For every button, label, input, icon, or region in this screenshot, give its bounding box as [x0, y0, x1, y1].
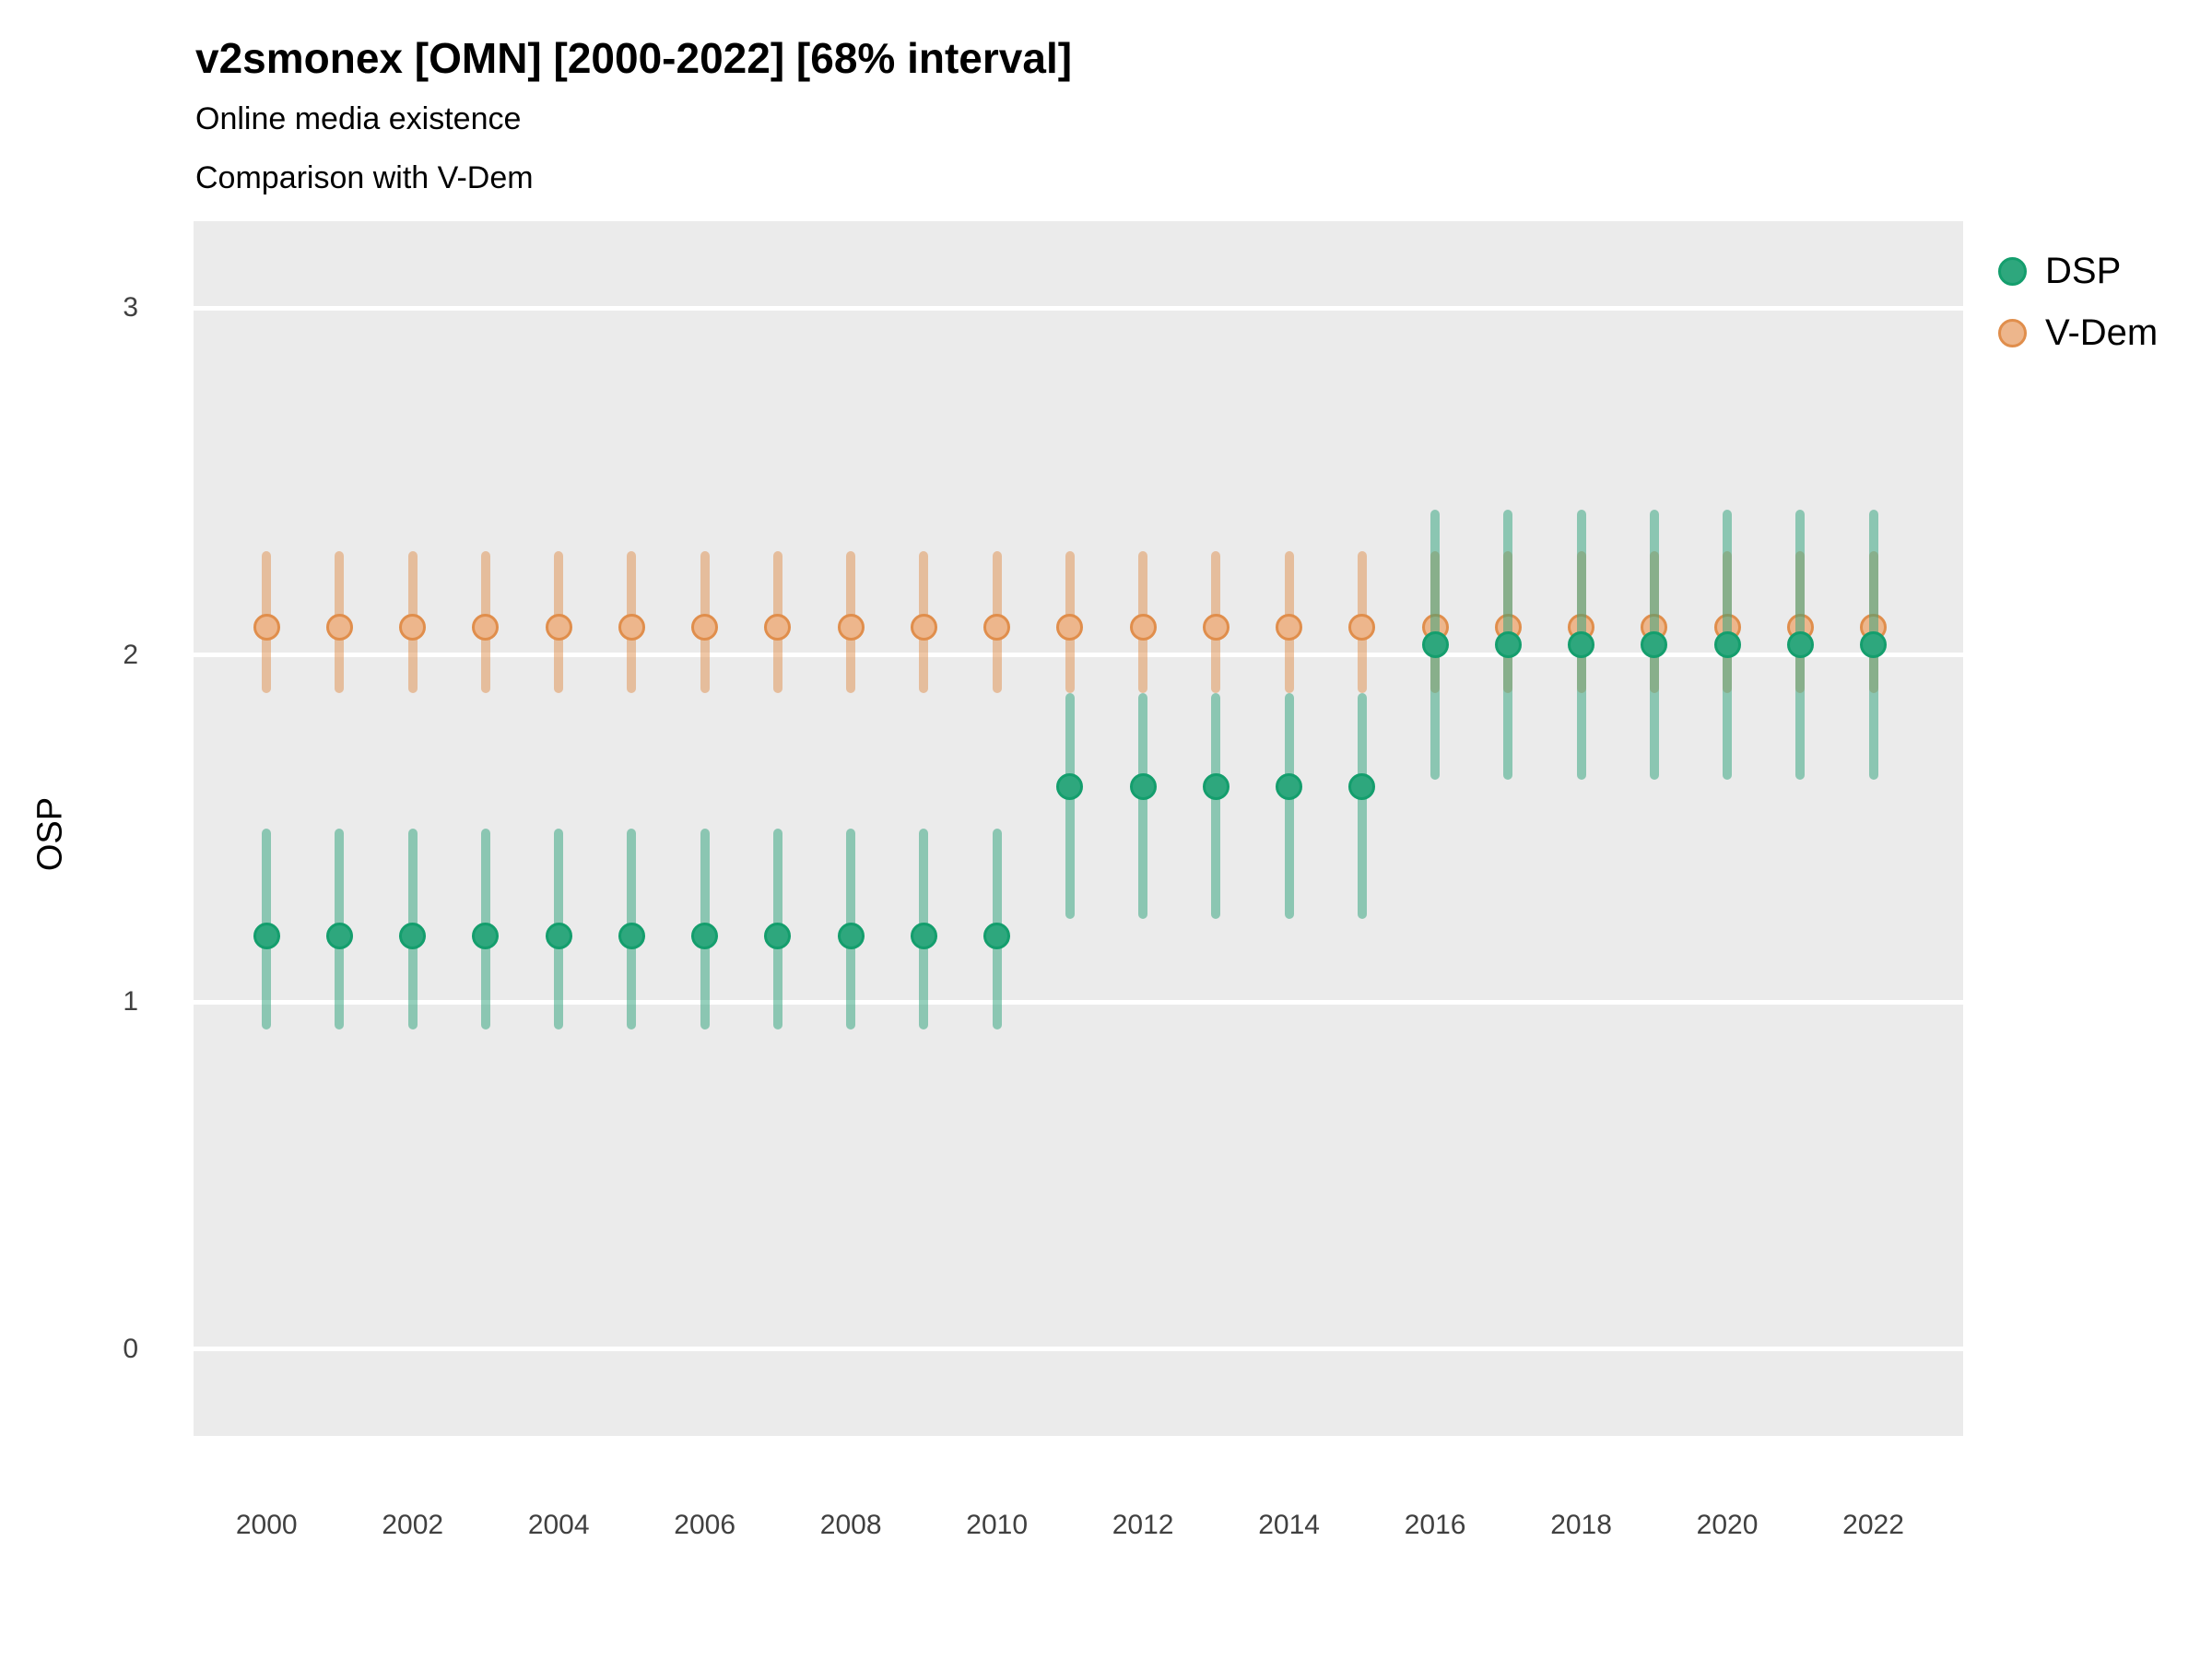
- vdem-point-2005: [618, 614, 645, 641]
- y-tick-label-1: 1: [123, 986, 138, 1018]
- dsp-legend-label: DSP: [2045, 251, 2122, 291]
- gridline-y-0: [194, 1347, 1963, 1352]
- dsp-point-2014: [1276, 773, 1303, 801]
- dsp-point-2006: [691, 923, 719, 950]
- dsp-point-2000: [253, 923, 280, 950]
- dsp-point-2001: [325, 923, 353, 950]
- vdem-point-2001: [325, 614, 353, 641]
- vdem-point-2007: [764, 614, 792, 641]
- dsp-point-2013: [1202, 773, 1230, 801]
- vdem-point-2006: [691, 614, 719, 641]
- dsp-point-2008: [837, 923, 865, 950]
- x-tick-label-2002: 2002: [382, 1510, 444, 1540]
- x-tick-label-2018: 2018: [1550, 1510, 1612, 1540]
- y-axis-title: OSP: [30, 796, 70, 872]
- dsp-point-2002: [399, 923, 427, 950]
- dsp-range-2013: [1211, 693, 1221, 919]
- vdem-point-2011: [1056, 614, 1084, 641]
- dsp-point-2011: [1056, 773, 1084, 801]
- dsp-point-2018: [1568, 630, 1595, 658]
- dsp-point-2021: [1786, 630, 1814, 658]
- x-tick-label-2020: 2020: [1696, 1510, 1759, 1540]
- dsp-point-2003: [472, 923, 500, 950]
- dsp-range-2011: [1065, 693, 1075, 919]
- x-tick-label-2022: 2022: [1842, 1510, 1904, 1540]
- gridline-y-2: [194, 653, 1963, 658]
- plot-panel: [194, 221, 1963, 1436]
- gridline-y-1: [194, 999, 1963, 1005]
- vdem-point-2008: [837, 614, 865, 641]
- vdem-point-2012: [1129, 614, 1157, 641]
- x-tick-label-2010: 2010: [966, 1510, 1029, 1540]
- dsp-point-2009: [910, 923, 937, 950]
- dsp-point-2016: [1421, 630, 1449, 658]
- vdem-point-2009: [910, 614, 937, 641]
- y-tick-label-2: 2: [123, 639, 138, 670]
- gridline-y-3: [194, 305, 1963, 311]
- dsp-point-2012: [1129, 773, 1157, 801]
- vdem-point-2013: [1202, 614, 1230, 641]
- dsp-point-2004: [545, 923, 572, 950]
- vdem-point-2003: [472, 614, 500, 641]
- dsp-range-2012: [1138, 693, 1148, 919]
- x-tick-label-2012: 2012: [1112, 1510, 1174, 1540]
- dsp-point-2005: [618, 923, 645, 950]
- dsp-point-2020: [1713, 630, 1741, 658]
- vdem-point-2000: [253, 614, 280, 641]
- dsp-range-2014: [1284, 693, 1294, 919]
- dsp-point-2019: [1641, 630, 1668, 658]
- legend-item-dsp: DSP: [1998, 251, 2158, 292]
- x-tick-label-2014: 2014: [1258, 1510, 1320, 1540]
- dsp-point-2017: [1494, 630, 1522, 658]
- dsp-point-2007: [764, 923, 792, 950]
- chart-subtitle-line2: Comparison with V-Dem: [195, 160, 534, 195]
- y-tick-label-3: 3: [123, 292, 138, 324]
- vdem-point-2004: [545, 614, 572, 641]
- dsp-point-2022: [1860, 630, 1888, 658]
- dsp-point-2010: [983, 923, 1011, 950]
- x-tick-label-2000: 2000: [235, 1510, 298, 1540]
- chart-subtitle-line1: Online media existence: [195, 101, 522, 136]
- x-tick-label-2006: 2006: [674, 1510, 736, 1540]
- vdem-point-2015: [1348, 614, 1376, 641]
- vdem-legend-label: V-Dem: [2045, 312, 2159, 353]
- dsp-range-2015: [1357, 693, 1367, 919]
- vdem-point-2014: [1276, 614, 1303, 641]
- x-tick-label-2016: 2016: [1404, 1510, 1466, 1540]
- y-tick-label-0: 0: [123, 1333, 138, 1364]
- dsp-legend-dot-icon: [1998, 257, 2027, 286]
- vdem-point-2010: [983, 614, 1011, 641]
- vdem-point-2002: [399, 614, 427, 641]
- legend: DSP V-Dem: [1998, 251, 2158, 374]
- chart-title: v2smonex [OMN] [2000-2022] [68% interval…: [195, 34, 1073, 82]
- vdem-legend-dot-icon: [1998, 319, 2027, 347]
- dsp-point-2015: [1348, 773, 1376, 801]
- legend-item-vdem: V-Dem: [1998, 312, 2158, 354]
- x-tick-label-2008: 2008: [819, 1510, 882, 1540]
- x-tick-label-2004: 2004: [527, 1510, 590, 1540]
